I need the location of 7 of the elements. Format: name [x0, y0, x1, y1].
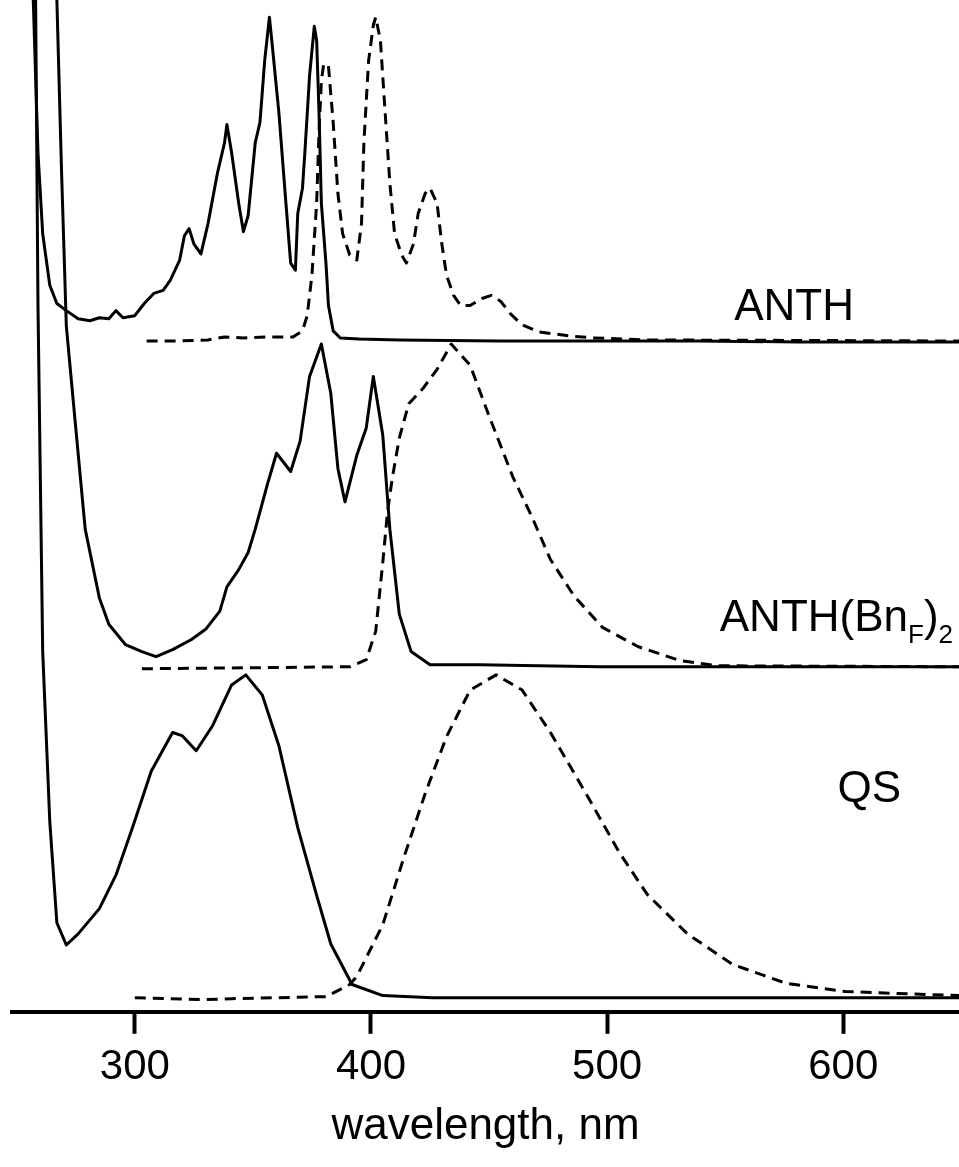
- x-tick-label: 400: [335, 1040, 406, 1088]
- x-axis-title: wavelength, nm: [330, 1098, 640, 1148]
- x-tick-label: 500: [572, 1040, 643, 1088]
- annotation: ANTH: [734, 279, 855, 329]
- x-tick-label: 300: [99, 1040, 170, 1088]
- annotation: QS: [837, 761, 902, 811]
- x-tick-label: 600: [808, 1040, 879, 1088]
